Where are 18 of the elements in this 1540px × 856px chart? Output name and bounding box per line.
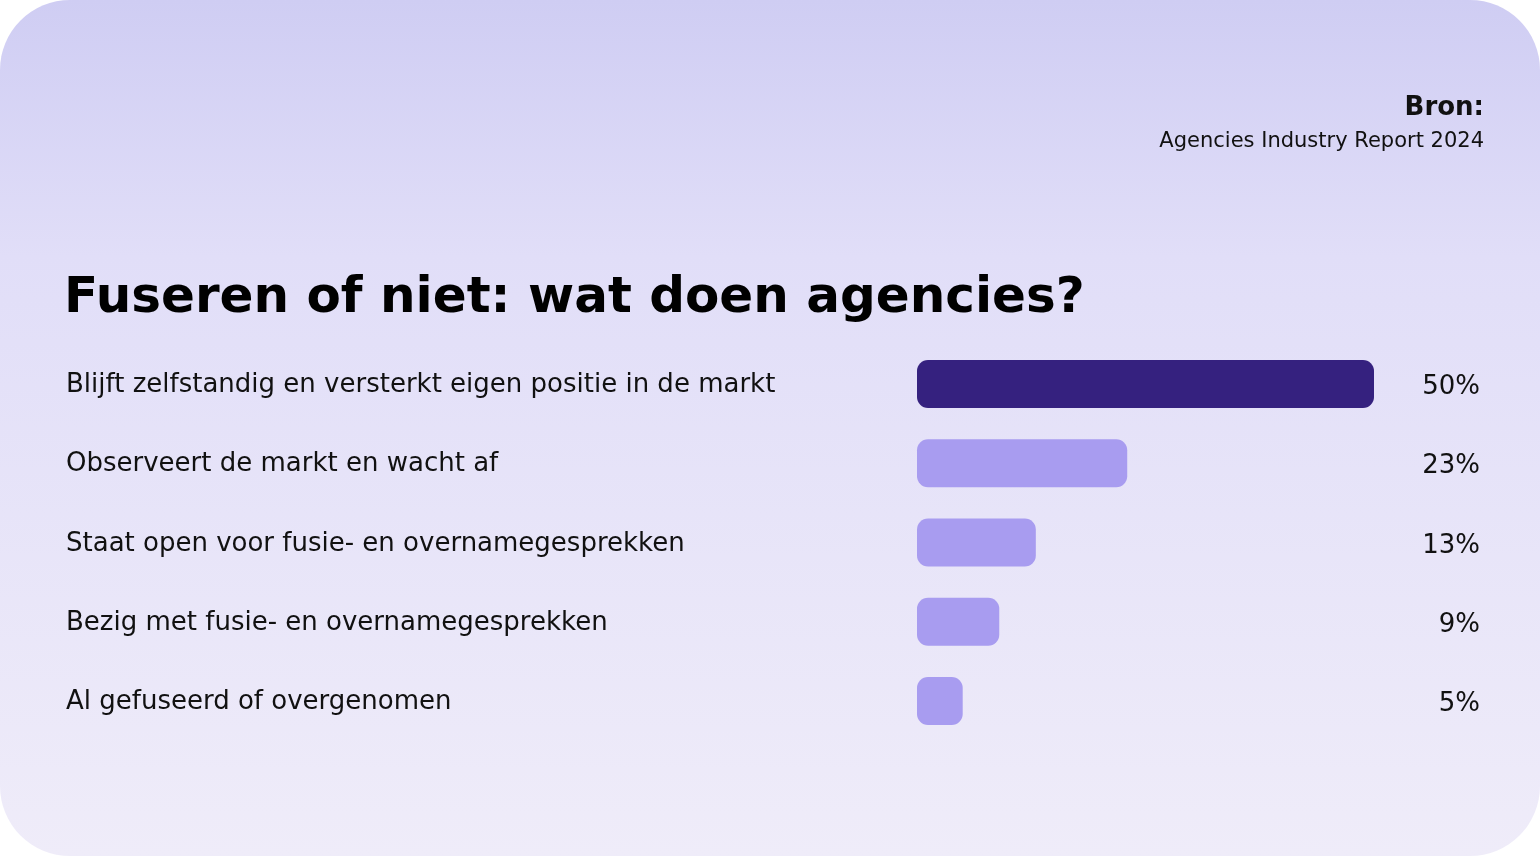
y-tick-label: Al gefuseerd of overgenomen bbox=[66, 685, 452, 715]
text: Bron: bbox=[1404, 91, 1484, 121]
bar bbox=[917, 677, 963, 725]
data-label: 9% bbox=[1438, 607, 1480, 638]
data-label: 13% bbox=[1422, 528, 1480, 559]
bar bbox=[917, 439, 1128, 488]
bar bbox=[917, 597, 1000, 646]
text: Agencies Industry Report 2024 bbox=[1159, 128, 1484, 152]
data-label: 23% bbox=[1422, 449, 1480, 480]
y-tick-label: Observeert de markt en wacht af bbox=[66, 447, 500, 478]
data-label: 5% bbox=[1438, 687, 1480, 717]
bar bbox=[917, 518, 1036, 567]
y-tick-label: Staat open voor fusie- en overnamegesprekken bbox=[66, 526, 685, 557]
y-tick-label: Bezig met fusie- en overnamegesprekken bbox=[66, 605, 608, 636]
data-label: 50% bbox=[1422, 370, 1480, 400]
bar bbox=[917, 360, 1374, 408]
chart-title: Fuseren of niet: wat doen agencies? bbox=[64, 266, 1085, 324]
y-tick-label: Blijft zelfstandig en versterkt eigen positie in de markt bbox=[66, 368, 776, 398]
